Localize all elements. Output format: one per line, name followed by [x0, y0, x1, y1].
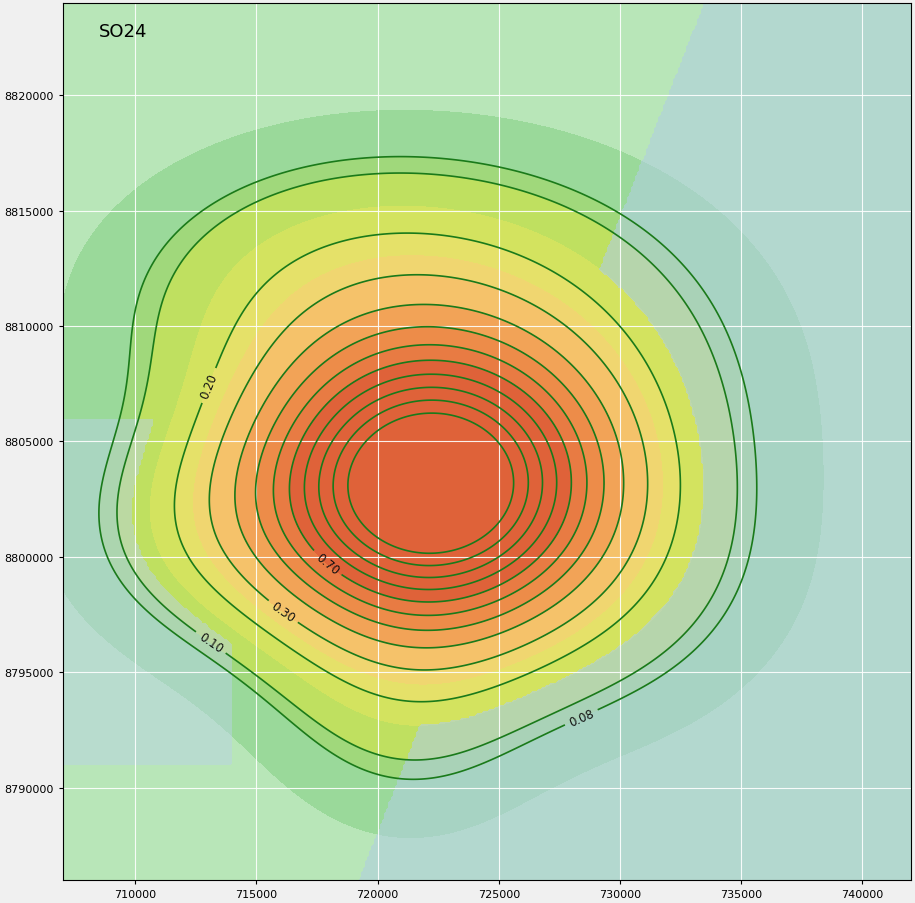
- Text: 0.70: 0.70: [313, 551, 341, 577]
- Text: SO24: SO24: [99, 23, 147, 41]
- Text: 0.20: 0.20: [198, 371, 220, 401]
- Text: 0.30: 0.30: [269, 600, 297, 625]
- Text: 0.10: 0.10: [197, 630, 225, 656]
- Text: 0.08: 0.08: [567, 706, 596, 729]
